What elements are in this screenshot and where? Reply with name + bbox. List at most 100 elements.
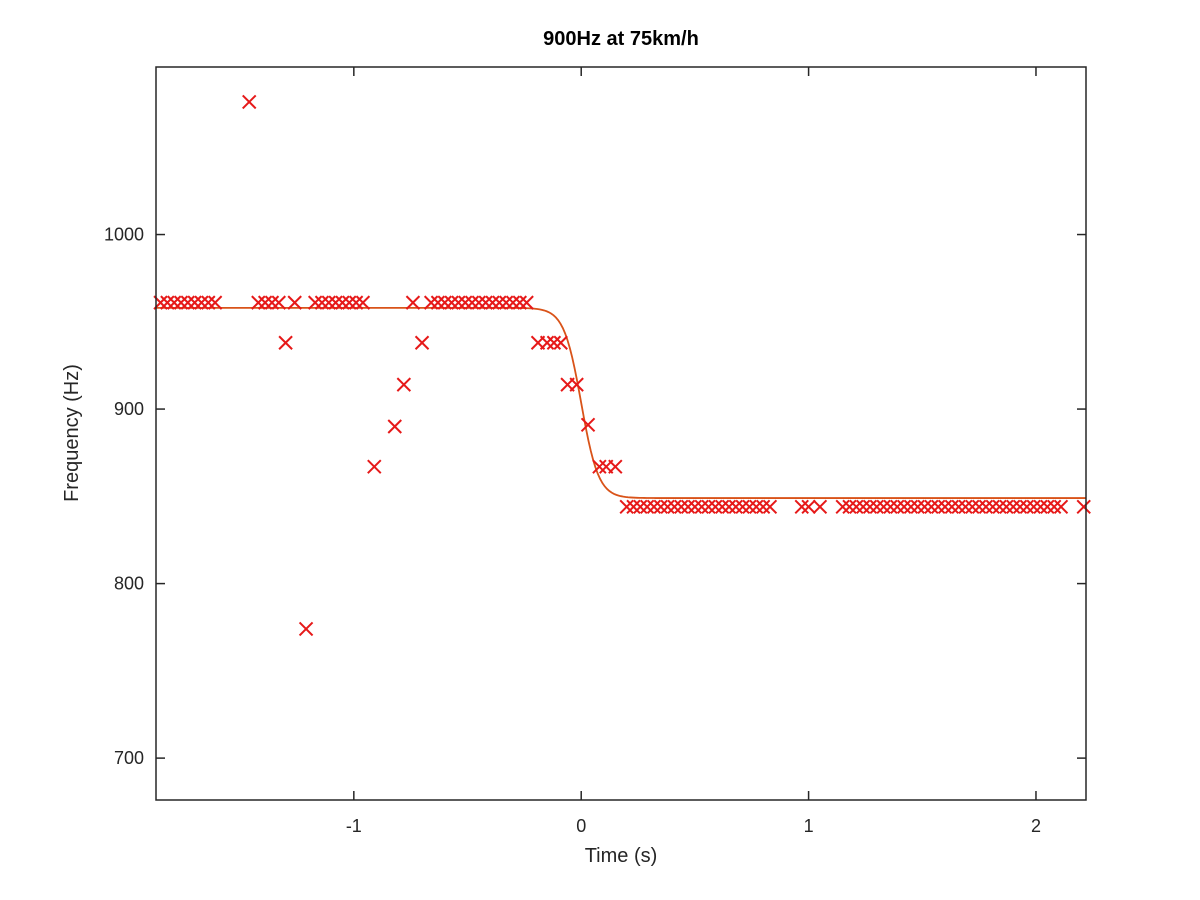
data-point	[271, 295, 286, 310]
data-point	[498, 295, 514, 310]
data-point	[335, 295, 350, 310]
data-point	[903, 499, 919, 515]
data-point	[930, 499, 946, 515]
data-point	[876, 499, 891, 515]
data-point	[367, 459, 382, 474]
data-point	[278, 335, 293, 350]
data-point	[287, 295, 302, 310]
data-point	[242, 94, 257, 110]
data-point	[355, 295, 371, 310]
data-point	[660, 499, 675, 515]
x-tick-label: -1	[346, 816, 362, 836]
data-point	[187, 295, 202, 310]
axes-box	[155, 66, 1087, 801]
data-point	[667, 499, 682, 515]
data-point	[194, 295, 209, 310]
data-point	[180, 295, 196, 310]
data-point	[444, 295, 459, 310]
data-point	[883, 499, 898, 515]
y-tick-label: 1000	[104, 225, 144, 245]
data-point	[924, 499, 939, 515]
data-point	[321, 295, 337, 310]
data-point	[1053, 499, 1069, 515]
data-point	[173, 295, 189, 310]
data-point	[971, 499, 987, 515]
data-point	[1040, 499, 1055, 515]
data-point	[1006, 499, 1021, 515]
data-point	[458, 295, 473, 310]
data-point	[396, 377, 412, 392]
data-point	[742, 499, 757, 515]
chart-title: 900Hz at 75km/h	[543, 28, 699, 50]
data-point	[478, 295, 493, 310]
data-point	[505, 295, 521, 310]
data-point	[207, 295, 223, 310]
data-point	[546, 335, 562, 350]
data-point	[965, 499, 980, 515]
data-point	[714, 499, 730, 515]
data-point	[414, 335, 430, 350]
data-point	[512, 295, 528, 310]
data-point	[890, 499, 905, 515]
data-point	[749, 499, 764, 515]
data-point	[842, 499, 857, 515]
data-point	[451, 295, 466, 310]
data-point	[755, 499, 771, 515]
y-tick-label: 800	[114, 574, 144, 594]
data-point	[812, 499, 828, 515]
data-point	[937, 499, 953, 515]
data-point	[405, 295, 421, 310]
data-point	[437, 295, 452, 310]
data-point	[553, 335, 568, 350]
data-point	[430, 295, 446, 310]
data-point	[298, 621, 314, 637]
data-point	[519, 295, 534, 310]
data-point	[708, 499, 723, 515]
data-point	[307, 295, 323, 310]
data-point	[992, 499, 1007, 515]
data-point	[539, 335, 555, 350]
data-point	[423, 295, 439, 310]
data-point	[314, 295, 330, 310]
data-point	[728, 499, 744, 515]
data-point	[1026, 499, 1041, 515]
data-point	[849, 499, 864, 515]
data-point	[492, 295, 507, 310]
data-point	[1019, 499, 1035, 515]
data-point	[794, 499, 809, 515]
data-point	[646, 499, 662, 515]
data-point	[328, 295, 343, 310]
y-axis-label: Frequency (Hz)	[61, 364, 83, 502]
data-point	[762, 499, 778, 515]
data-point	[592, 459, 607, 474]
data-point	[619, 499, 634, 515]
data-point	[251, 295, 266, 310]
data-point	[639, 499, 655, 515]
data-point	[674, 499, 689, 515]
data-point	[257, 295, 273, 310]
data-point	[680, 499, 696, 515]
data-point	[958, 499, 973, 515]
data-point	[1076, 499, 1091, 515]
x-tick-label: 1	[804, 816, 814, 836]
data-point	[342, 295, 357, 310]
tick-layer: -1 0 1 2 700 800 900 1000	[104, 67, 1086, 836]
data-point	[835, 499, 850, 515]
data-point	[701, 499, 716, 515]
data-point	[653, 499, 668, 515]
y-tick-label: 700	[114, 748, 144, 768]
data-point	[569, 377, 584, 392]
x-tick-label: 0	[576, 816, 586, 836]
data-point	[166, 295, 182, 310]
data-point	[1046, 499, 1062, 515]
data-point	[978, 499, 994, 515]
data-point	[687, 499, 703, 515]
data-point	[999, 499, 1014, 515]
data-point	[1012, 499, 1028, 515]
data-point	[264, 295, 280, 310]
data-point	[471, 295, 487, 310]
data-point	[721, 499, 737, 515]
data-point	[985, 499, 1000, 515]
x-tick-label: 2	[1031, 816, 1041, 836]
